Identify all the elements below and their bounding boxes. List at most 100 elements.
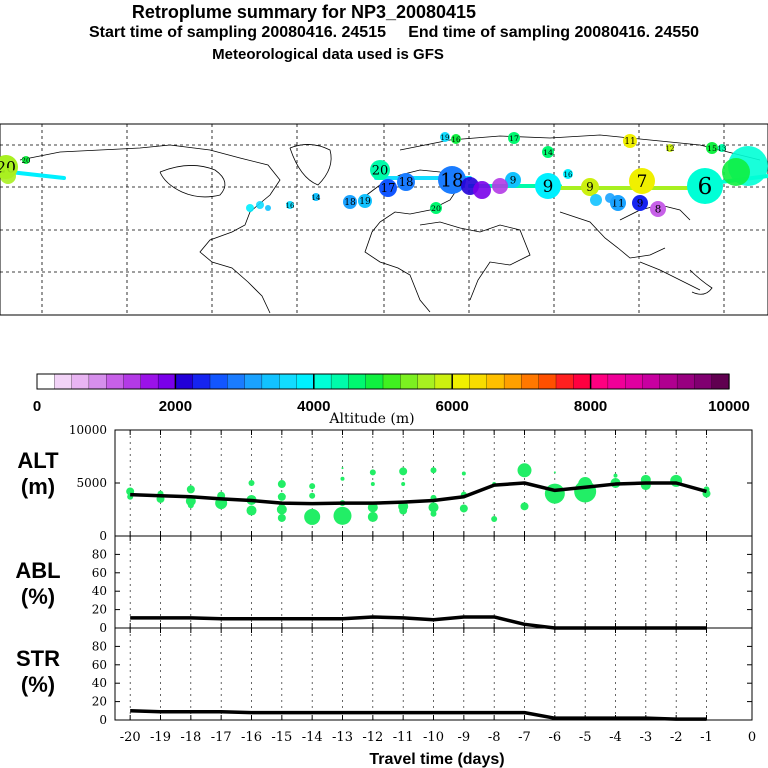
colorbar-cell	[382, 373, 401, 390]
panel-label: ALT	[17, 448, 59, 473]
plume-marker: 20	[370, 160, 390, 180]
altitude-point	[277, 480, 286, 489]
altitude-point	[248, 480, 255, 486]
colorbar-tick-label: 8000	[574, 398, 607, 415]
altitude-point	[369, 469, 376, 476]
svg-text:19: 19	[441, 134, 450, 142]
altitude-point	[187, 502, 194, 509]
plume-bubble	[256, 201, 264, 209]
altitude-point	[520, 502, 529, 511]
plume-marker: 18	[397, 173, 415, 191]
svg-text:8: 8	[655, 204, 662, 216]
x-tick-label: -11	[393, 730, 414, 745]
plume-bubble	[0, 168, 16, 184]
colorbar-tick-label: 0	[33, 398, 41, 415]
colorbar-cell	[157, 373, 177, 390]
colorbar-cell	[434, 373, 453, 390]
svg-text:17: 17	[509, 134, 519, 143]
colorbar-label: Altitude (m)	[328, 411, 414, 427]
y-tick-label: 80	[92, 639, 107, 653]
svg-text:16: 16	[286, 202, 295, 210]
x-tick-label: -16	[241, 730, 262, 745]
svg-text:11: 11	[624, 137, 636, 147]
colorbar-cell	[486, 373, 505, 390]
plume-marker: 16	[286, 201, 295, 210]
colorbar-cell	[313, 373, 332, 390]
colorbar-tick-label: 10000	[708, 398, 750, 415]
colorbar-cell	[469, 373, 488, 390]
altitude-point	[430, 467, 437, 474]
colorbar-cell	[538, 373, 557, 390]
altitude-point	[246, 505, 257, 516]
y-tick-label: 40	[92, 584, 107, 598]
x-tick-label: -6	[548, 730, 561, 745]
colorbar-cell	[365, 373, 384, 390]
y-tick-label: 20	[92, 695, 107, 709]
time-series-panels: 1000050000ALT(m)806040200ABL(%)806040200…	[15, 423, 756, 768]
plume-marker: 20	[22, 156, 31, 165]
colorbar-cell	[573, 373, 592, 390]
x-tick-label: -15	[271, 730, 292, 745]
plume-marker: 8	[650, 201, 666, 217]
x-tick-label: -13	[332, 730, 353, 745]
y-tick-label: 40	[92, 676, 107, 690]
colorbar-cell	[279, 373, 298, 390]
svg-text:12: 12	[666, 145, 675, 153]
plume-marker: 12	[666, 144, 675, 153]
x-tick-label: 0	[748, 730, 756, 745]
x-axis-label: Travel time (days)	[369, 751, 504, 768]
colorbar-cell	[590, 373, 609, 390]
plume-marker: 13	[718, 144, 726, 153]
colorbar-frame	[36, 373, 730, 390]
altitude-point	[491, 516, 498, 523]
plume-marker: 18	[343, 195, 357, 209]
altitude-point	[459, 504, 468, 513]
plume-marker: 16	[563, 169, 573, 179]
svg-text:20: 20	[22, 157, 31, 165]
y-tick-label: 10000	[69, 423, 107, 437]
x-tick-label: -17	[211, 730, 232, 745]
x-tick-label: -14	[302, 730, 323, 745]
x-tick-label: -2	[670, 730, 683, 745]
colorbar-cell	[36, 373, 55, 390]
x-tick-label: -18	[180, 730, 201, 745]
colorbar-cell	[417, 373, 436, 390]
colorbar-cell	[521, 373, 540, 390]
plume-marker: 11	[623, 134, 637, 148]
colorbar-cell	[227, 373, 246, 390]
series-line	[130, 481, 707, 506]
panel-label: ABL	[15, 558, 60, 583]
colorbar-cell	[106, 373, 125, 390]
altitude-point	[461, 471, 466, 476]
colorbar-cell	[209, 373, 228, 390]
svg-text:16: 16	[564, 171, 573, 179]
series-line	[130, 709, 707, 721]
altitude-point	[613, 473, 618, 478]
x-tick-label: -20	[120, 730, 141, 745]
sampling-times: Start time of sampling 20080416. 24515 E…	[10, 24, 768, 42]
panel-label: STR	[16, 646, 60, 671]
colorbar-cell	[54, 373, 73, 390]
altitude-point	[333, 506, 352, 525]
altitude-point	[544, 483, 565, 504]
plume-marker: 9	[581, 178, 599, 196]
y-tick-label: 0	[99, 529, 107, 543]
svg-text:18: 18	[440, 170, 463, 191]
plume-marker: 20	[430, 202, 442, 214]
plume-marker: 19	[440, 132, 450, 142]
x-tick-label: -4	[609, 730, 622, 745]
colorbar-cell	[711, 373, 730, 390]
colorbar-tick-label: 6000	[436, 398, 469, 415]
colorbar-cell	[659, 373, 678, 390]
colorbar-tick-label: 2000	[159, 398, 192, 415]
plume-bubble	[473, 181, 491, 199]
panel-label: (m)	[21, 474, 55, 499]
plume-marker: 9	[505, 172, 521, 188]
colorbar-cell	[330, 373, 350, 390]
colorbar-cell	[296, 373, 315, 390]
colorbar-tick-label: 4000	[297, 398, 330, 415]
altitude-point	[517, 463, 532, 478]
y-tick-label: 0	[99, 621, 107, 635]
